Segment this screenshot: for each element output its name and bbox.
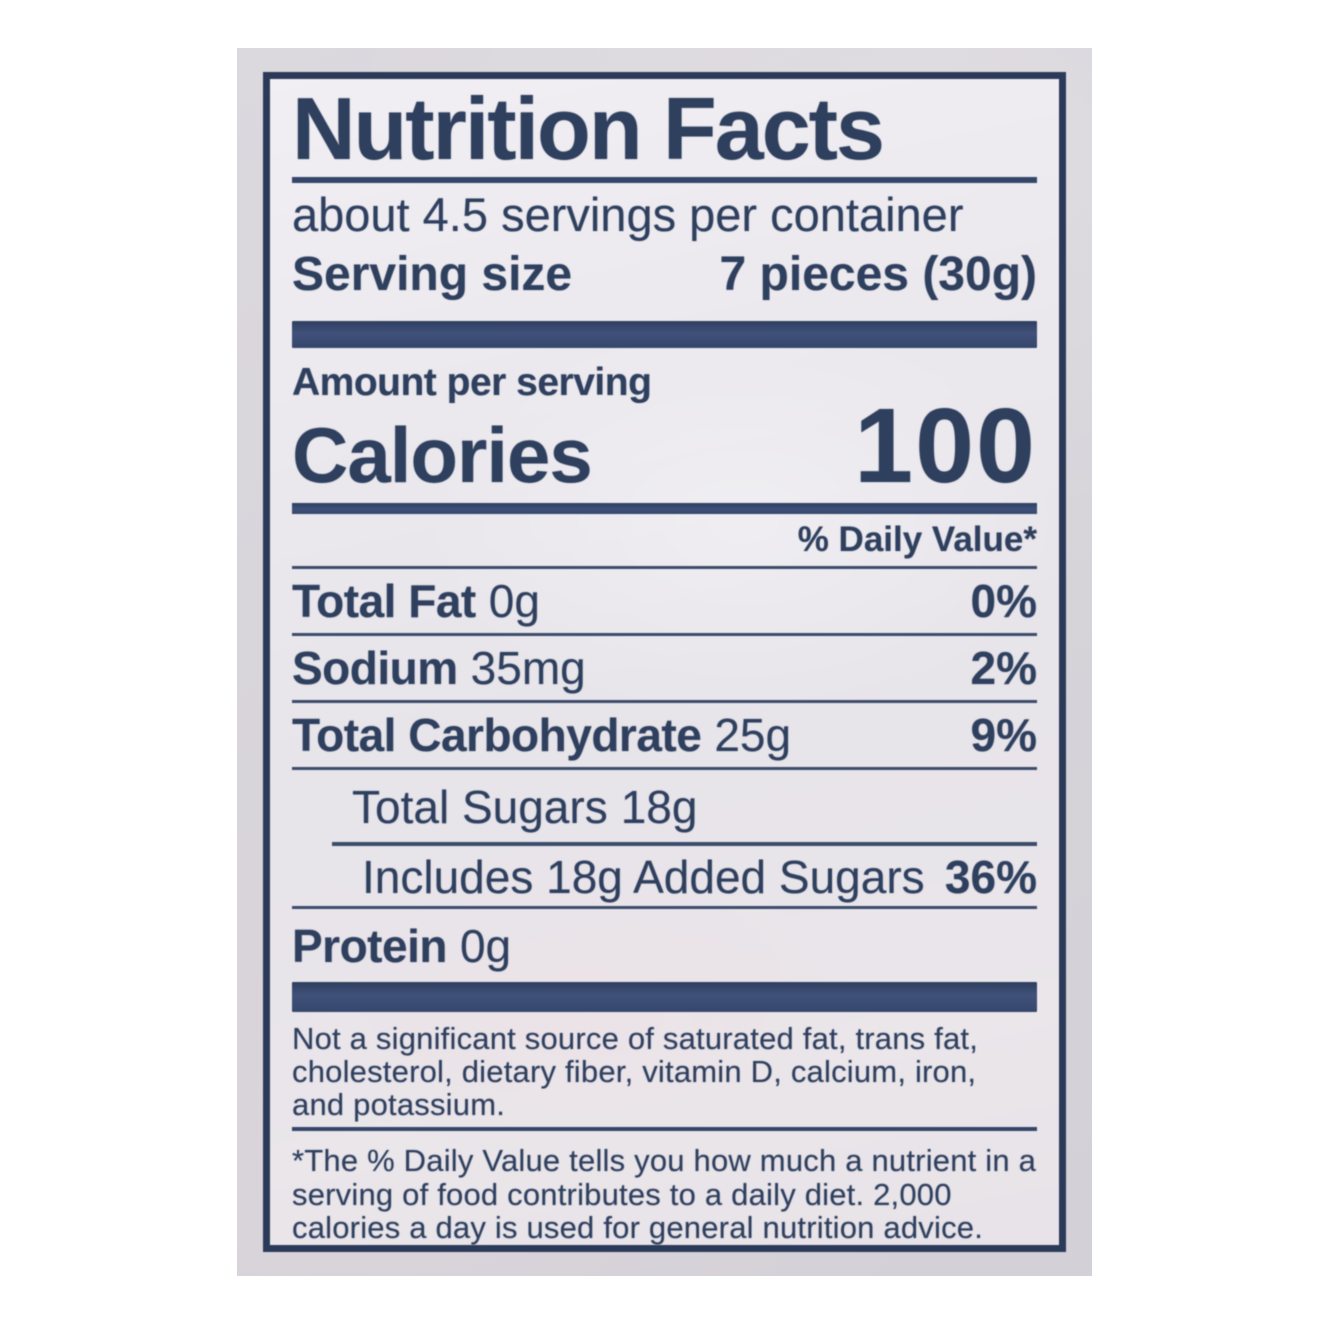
nutrient-cell: Total Fat 0g (292, 569, 540, 633)
nutrient-name: Protein (292, 919, 447, 972)
nutrient-amount: 35mg (470, 641, 586, 694)
not-significant-note: Not a significant source of saturated fa… (292, 1020, 979, 1122)
nutrient-name: Total Fat (292, 574, 476, 627)
nutrient-daily-value: 0% (970, 574, 1037, 627)
nutrition-facts-panel: Nutrition Facts about 4.5 servings per c… (263, 72, 1066, 1252)
divider (292, 632, 1037, 636)
servings-per-container: about 4.5 servings per container (292, 187, 964, 241)
nutrient-amount: 0g (488, 574, 540, 627)
divider (292, 767, 1037, 771)
title-divider (292, 177, 1037, 183)
section-bar-top (292, 320, 1037, 349)
nutrient-amount: 0g (459, 919, 512, 972)
nutrient-cell: Includes 18g Added Sugars (292, 848, 925, 906)
nutrient-name: Includes 18g Added Sugars (362, 850, 925, 903)
nutrition-facts-title: Nutrition Facts (292, 79, 885, 178)
calories-row: Calories 100 (292, 387, 1037, 506)
nutrient-cell: Protein 0g (292, 915, 511, 977)
nutrient-daily-value: 9% (970, 709, 1037, 762)
amount-per-serving-label: Amount per serving (292, 361, 652, 405)
nutrient-row-sodium: Sodium 35mg 2% (292, 636, 1037, 700)
serving-size-value: 7 pieces (30g) (719, 247, 1037, 301)
calories-label: Calories (292, 411, 593, 500)
daily-value-footnote: *The % Daily Value tells you how much a … (292, 1143, 1037, 1246)
nutrient-name: Sodium (292, 641, 458, 694)
nutrient-row-total-sugars: Total Sugars 18g (292, 770, 1037, 842)
package-photo-background: Nutrition Facts about 4.5 servings per c… (237, 48, 1092, 1276)
daily-value-header: % Daily Value* (797, 519, 1037, 559)
divider (292, 699, 1037, 704)
serving-size-row: Serving size 7 pieces (30g) (292, 247, 1037, 303)
calories-value: 100 (854, 387, 1037, 506)
nutrient-cell: Total Sugars 18g (352, 772, 697, 842)
nutrient-amount: 18g (620, 781, 698, 834)
nutrient-name: Total Carbohydrate (292, 709, 702, 762)
calories-divider-bar (292, 503, 1037, 514)
nutrient-daily-value: 36% (944, 850, 1037, 903)
nutrient-cell: Total Carbohydrate 25g (292, 703, 791, 767)
serving-size-label: Serving size (292, 247, 573, 301)
nutrient-cell: Sodium 35mg (292, 636, 586, 700)
nutrient-row-total-fat: Total Fat 0g 0% (292, 569, 1037, 633)
indented-divider (332, 842, 1037, 846)
nutrient-amount: 25g (714, 709, 792, 762)
nutrient-daily-value: 2% (970, 641, 1037, 694)
divider (292, 565, 1037, 569)
divider (292, 905, 1037, 909)
section-bar-bottom (292, 981, 1037, 1012)
nutrient-name: Total Sugars (352, 781, 608, 834)
nutrient-row-protein: Protein 0g (292, 909, 1037, 977)
nutrient-row-added-sugars: Includes 18g Added Sugars 36% (292, 848, 1037, 906)
nutrient-row-total-carbohydrate: Total Carbohydrate 25g 9% (292, 703, 1037, 767)
footnote-divider (292, 1126, 1037, 1132)
